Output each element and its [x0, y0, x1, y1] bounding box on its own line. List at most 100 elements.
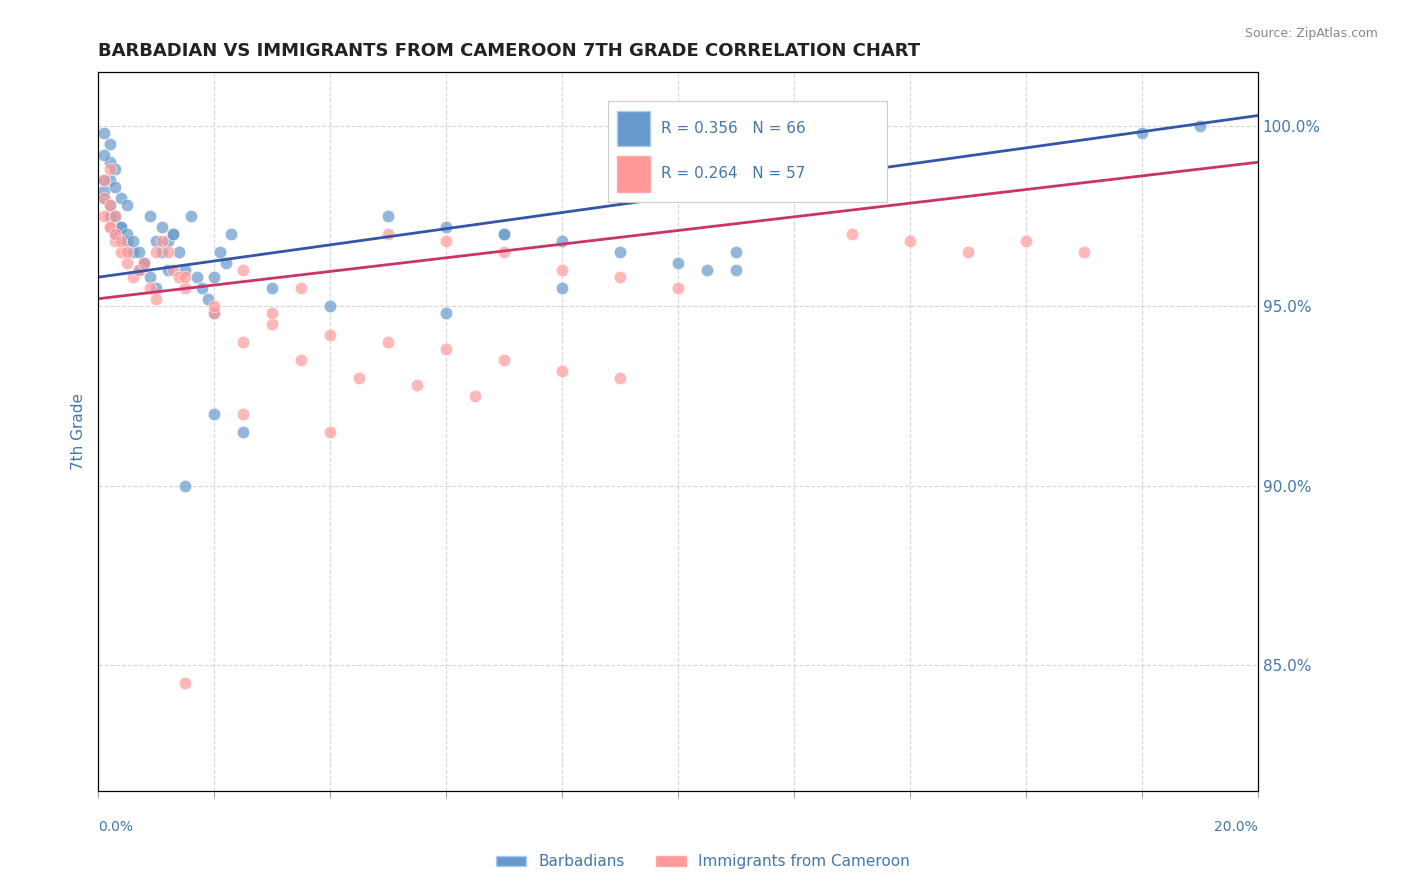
Point [134, 256, 156, 270]
Point [551, 363, 574, 377]
Point [139, 281, 162, 295]
Point [110, 219, 132, 234]
Point [139, 270, 162, 285]
Point [104, 180, 127, 194]
Point [174, 263, 197, 277]
Point [98, 155, 121, 169]
Point [98, 137, 121, 152]
Point [93, 184, 115, 198]
Point [434, 219, 457, 234]
Point [464, 389, 486, 403]
Point [492, 227, 515, 241]
Point [150, 245, 173, 260]
Point [174, 270, 197, 285]
Point [377, 209, 399, 223]
Point [191, 281, 214, 295]
Point [609, 270, 631, 285]
Point [609, 371, 631, 385]
Point [319, 327, 342, 342]
Point [98, 209, 121, 223]
Point [232, 407, 254, 421]
Point [1130, 127, 1153, 141]
Point [724, 263, 747, 277]
Point [1188, 120, 1211, 134]
Point [110, 234, 132, 248]
Point [93, 148, 115, 162]
Point [406, 378, 429, 392]
Point [290, 281, 312, 295]
Point [260, 306, 283, 320]
Point [319, 299, 342, 313]
Point [93, 191, 115, 205]
Point [115, 245, 138, 260]
Point [319, 425, 342, 439]
Point [162, 263, 184, 277]
Point [98, 173, 121, 187]
Point [115, 198, 138, 212]
Point [98, 198, 121, 212]
Point [128, 263, 150, 277]
Point [174, 676, 197, 690]
Point [150, 219, 173, 234]
Point [145, 292, 167, 306]
Point [93, 127, 115, 141]
Point [93, 209, 115, 223]
Point [156, 234, 179, 248]
Text: Source: ZipAtlas.com: Source: ZipAtlas.com [1244, 27, 1378, 40]
Text: 0.0%: 0.0% [98, 820, 134, 834]
Point [134, 256, 156, 270]
Point [492, 227, 515, 241]
Point [260, 317, 283, 331]
Point [492, 352, 515, 367]
Point [98, 219, 121, 234]
Text: 20.0%: 20.0% [1215, 820, 1258, 834]
Point [93, 173, 115, 187]
Point [104, 209, 127, 223]
Point [377, 227, 399, 241]
Point [666, 281, 689, 295]
Y-axis label: 7th Grade: 7th Grade [72, 393, 86, 470]
Point [898, 234, 921, 248]
Point [145, 245, 167, 260]
Point [167, 270, 190, 285]
Point [98, 162, 121, 177]
Point [232, 425, 254, 439]
Point [115, 234, 138, 248]
Point [104, 227, 127, 241]
Point [551, 234, 574, 248]
Point [434, 234, 457, 248]
Point [186, 270, 208, 285]
Point [121, 245, 143, 260]
Point [202, 270, 225, 285]
Point [93, 173, 115, 187]
Point [121, 270, 143, 285]
Point [202, 407, 225, 421]
Point [221, 227, 243, 241]
Point [104, 227, 127, 241]
Point [434, 306, 457, 320]
Point [290, 352, 312, 367]
Point [167, 245, 190, 260]
Point [128, 263, 150, 277]
Point [232, 334, 254, 349]
Point [104, 234, 127, 248]
Point [98, 198, 121, 212]
Point [156, 245, 179, 260]
Point [128, 245, 150, 260]
Legend: Barbadians, Immigrants from Cameroon: Barbadians, Immigrants from Cameroon [489, 848, 917, 875]
Point [724, 245, 747, 260]
Point [98, 219, 121, 234]
Point [115, 227, 138, 241]
Text: BARBADIAN VS IMMIGRANTS FROM CAMEROON 7TH GRADE CORRELATION CHART: BARBADIAN VS IMMIGRANTS FROM CAMEROON 7T… [98, 42, 920, 60]
Point [110, 219, 132, 234]
Point [1015, 234, 1038, 248]
Point [150, 234, 173, 248]
Point [197, 292, 219, 306]
Point [121, 234, 143, 248]
Point [551, 263, 574, 277]
Point [174, 281, 197, 295]
Point [174, 478, 197, 492]
Point [841, 227, 863, 241]
Point [609, 245, 631, 260]
Point [104, 162, 127, 177]
